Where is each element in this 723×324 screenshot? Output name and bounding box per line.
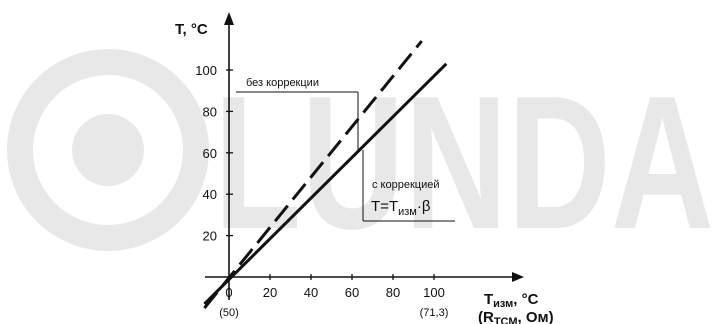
x-tick-label: 60 — [345, 285, 359, 300]
x-sub-label: (71,3) — [420, 307, 449, 319]
y-tick-label: 20 — [203, 229, 217, 244]
formula-eq: = — [380, 198, 389, 215]
y-axis-title: T, °С — [175, 21, 208, 38]
watermark-logo: LUNDA — [7, 49, 714, 269]
y-tick-label: 100 — [195, 63, 217, 78]
y-axis-arrow — [224, 12, 234, 25]
annotation-with-correction: с коррекцией — [372, 179, 439, 191]
x-sub-label: (50) — [219, 307, 239, 319]
series-layer — [203, 40, 448, 309]
x-axis-title-res-rest: , Ом) — [518, 309, 554, 324]
y-ticks: 20 40 60 80 100 — [195, 63, 233, 244]
y-tick-label: 40 — [203, 187, 217, 202]
y-tick-label: 80 — [203, 104, 217, 119]
y-tick-label: 60 — [203, 146, 217, 161]
x-tick-label: 80 — [386, 285, 400, 300]
formula-rest: ·β — [417, 198, 431, 215]
x-ticks: 0 20 40 60 80 100 (50) (71,3) — [219, 274, 448, 319]
annotation-no-correction: без коррекции — [246, 77, 319, 89]
x-axis-title-resistance: (RТСМ, Ом) — [478, 309, 554, 324]
x-tick-label: 40 — [304, 285, 318, 300]
correction-formula: T=Tизм·β — [371, 198, 431, 218]
formula-lead: T — [371, 198, 380, 215]
x-tick-label: 0 — [225, 285, 232, 300]
series-line-dashed — [203, 40, 423, 309]
x-tick-label: 100 — [423, 285, 445, 300]
annotation-leaders — [236, 91, 455, 222]
x-axis-title-res-open: (R — [478, 309, 494, 324]
x-axis-title-unit: , °С — [513, 291, 538, 308]
x-axis-title-res-sub: ТСМ — [494, 316, 518, 324]
formula-sub: изм — [398, 206, 417, 218]
formula-main: T — [389, 198, 398, 215]
x-tick-label: 20 — [263, 285, 277, 300]
series-line-solid — [203, 62, 448, 305]
x-axis-title-main: T — [484, 291, 493, 308]
x-axis-title: Tизм, °С — [484, 291, 539, 310]
axes — [205, 12, 524, 300]
x-axis-title-sub: изм — [493, 298, 513, 310]
x-axis-arrow — [512, 272, 524, 282]
